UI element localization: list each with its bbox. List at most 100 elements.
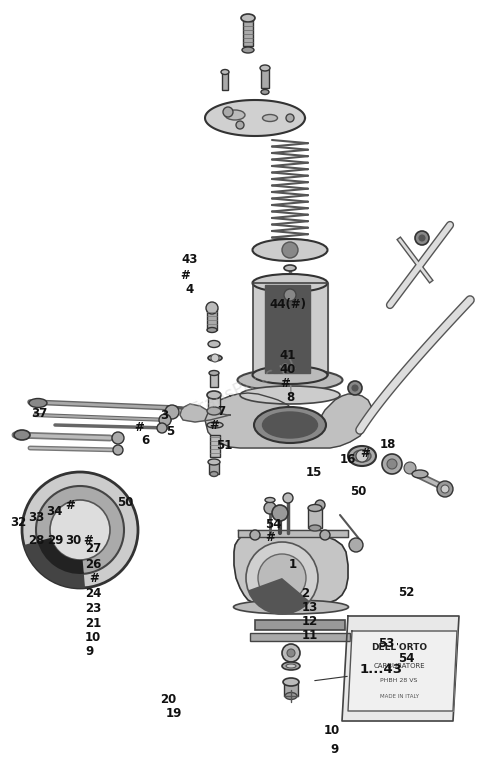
Bar xyxy=(243,18,253,46)
Circle shape xyxy=(223,107,233,117)
Text: 28: 28 xyxy=(28,535,45,547)
Text: 10: 10 xyxy=(323,724,339,737)
Circle shape xyxy=(246,542,318,614)
Ellipse shape xyxy=(286,664,296,668)
Circle shape xyxy=(157,423,167,433)
Bar xyxy=(255,620,345,630)
Circle shape xyxy=(284,289,296,301)
Ellipse shape xyxy=(262,114,278,121)
Ellipse shape xyxy=(284,265,296,271)
Text: 51: 51 xyxy=(216,439,233,451)
Text: 20: 20 xyxy=(160,693,176,706)
Text: 2: 2 xyxy=(301,587,310,600)
Polygon shape xyxy=(180,404,230,422)
Polygon shape xyxy=(348,631,457,711)
Text: 54: 54 xyxy=(399,653,415,665)
Circle shape xyxy=(419,235,425,241)
Circle shape xyxy=(112,432,124,444)
Ellipse shape xyxy=(240,386,340,404)
Text: 37: 37 xyxy=(32,407,48,420)
Bar xyxy=(210,435,220,457)
Text: CARBURATORE: CARBURATORE xyxy=(373,663,425,669)
Text: MADE IN ITALY: MADE IN ITALY xyxy=(380,694,418,699)
Text: 23: 23 xyxy=(85,602,101,615)
Circle shape xyxy=(352,385,358,391)
Text: 10: 10 xyxy=(85,631,101,643)
Polygon shape xyxy=(265,285,310,373)
Bar xyxy=(209,462,219,474)
Circle shape xyxy=(250,530,260,540)
Text: 15: 15 xyxy=(305,466,322,479)
Circle shape xyxy=(286,114,294,122)
Text: 34: 34 xyxy=(47,505,63,517)
Text: #: # xyxy=(89,573,99,585)
Text: 43: 43 xyxy=(182,253,198,266)
Circle shape xyxy=(236,121,244,129)
Text: PHBH 28 VS: PHBH 28 VS xyxy=(381,678,417,684)
Wedge shape xyxy=(37,538,84,574)
Ellipse shape xyxy=(348,446,376,466)
Ellipse shape xyxy=(412,470,428,478)
Text: #: # xyxy=(84,535,93,547)
Ellipse shape xyxy=(253,366,328,384)
Text: 52: 52 xyxy=(399,586,415,598)
Text: 30: 30 xyxy=(65,535,81,547)
Polygon shape xyxy=(238,530,348,537)
Text: 29: 29 xyxy=(47,535,63,547)
Circle shape xyxy=(206,302,218,314)
Ellipse shape xyxy=(207,391,221,399)
Ellipse shape xyxy=(221,69,229,75)
Ellipse shape xyxy=(208,459,220,465)
Ellipse shape xyxy=(242,47,254,53)
Ellipse shape xyxy=(253,274,328,292)
Text: #: # xyxy=(361,448,370,460)
Text: 11: 11 xyxy=(301,629,317,642)
Bar xyxy=(308,508,322,528)
Text: 8: 8 xyxy=(286,392,294,404)
Circle shape xyxy=(287,649,295,657)
Text: 21: 21 xyxy=(85,617,101,629)
Bar xyxy=(284,682,298,696)
Ellipse shape xyxy=(208,355,222,361)
Circle shape xyxy=(437,481,453,497)
Ellipse shape xyxy=(265,497,275,503)
Text: 7: 7 xyxy=(218,406,226,418)
Circle shape xyxy=(348,381,362,395)
Circle shape xyxy=(387,459,397,469)
Text: 13: 13 xyxy=(301,601,317,614)
Ellipse shape xyxy=(210,472,218,476)
Text: 9: 9 xyxy=(330,744,339,756)
Text: 24: 24 xyxy=(85,587,102,600)
Bar xyxy=(250,633,350,641)
Ellipse shape xyxy=(309,525,321,531)
Circle shape xyxy=(415,231,429,245)
Circle shape xyxy=(258,554,306,602)
Ellipse shape xyxy=(225,110,245,120)
Text: 1: 1 xyxy=(289,558,297,570)
Circle shape xyxy=(272,505,288,521)
Text: 4: 4 xyxy=(186,283,194,295)
Ellipse shape xyxy=(241,14,255,22)
Circle shape xyxy=(349,538,363,552)
Ellipse shape xyxy=(207,327,217,333)
Text: 1...43: 1...43 xyxy=(360,664,402,676)
Text: 44(#): 44(#) xyxy=(269,298,306,311)
Circle shape xyxy=(283,493,293,503)
Text: 27: 27 xyxy=(85,542,101,555)
Ellipse shape xyxy=(207,407,221,415)
Text: 6: 6 xyxy=(141,434,149,447)
Text: 18: 18 xyxy=(380,438,397,451)
Ellipse shape xyxy=(282,662,300,670)
Circle shape xyxy=(264,502,276,514)
Text: #: # xyxy=(265,531,275,544)
Text: 9: 9 xyxy=(85,645,93,657)
Text: 12: 12 xyxy=(301,615,317,628)
Circle shape xyxy=(211,354,219,362)
Circle shape xyxy=(282,242,298,258)
Ellipse shape xyxy=(353,450,371,462)
Circle shape xyxy=(441,485,449,493)
Wedge shape xyxy=(248,578,310,614)
Circle shape xyxy=(315,500,325,510)
Circle shape xyxy=(36,486,124,574)
Text: 53: 53 xyxy=(378,637,395,650)
